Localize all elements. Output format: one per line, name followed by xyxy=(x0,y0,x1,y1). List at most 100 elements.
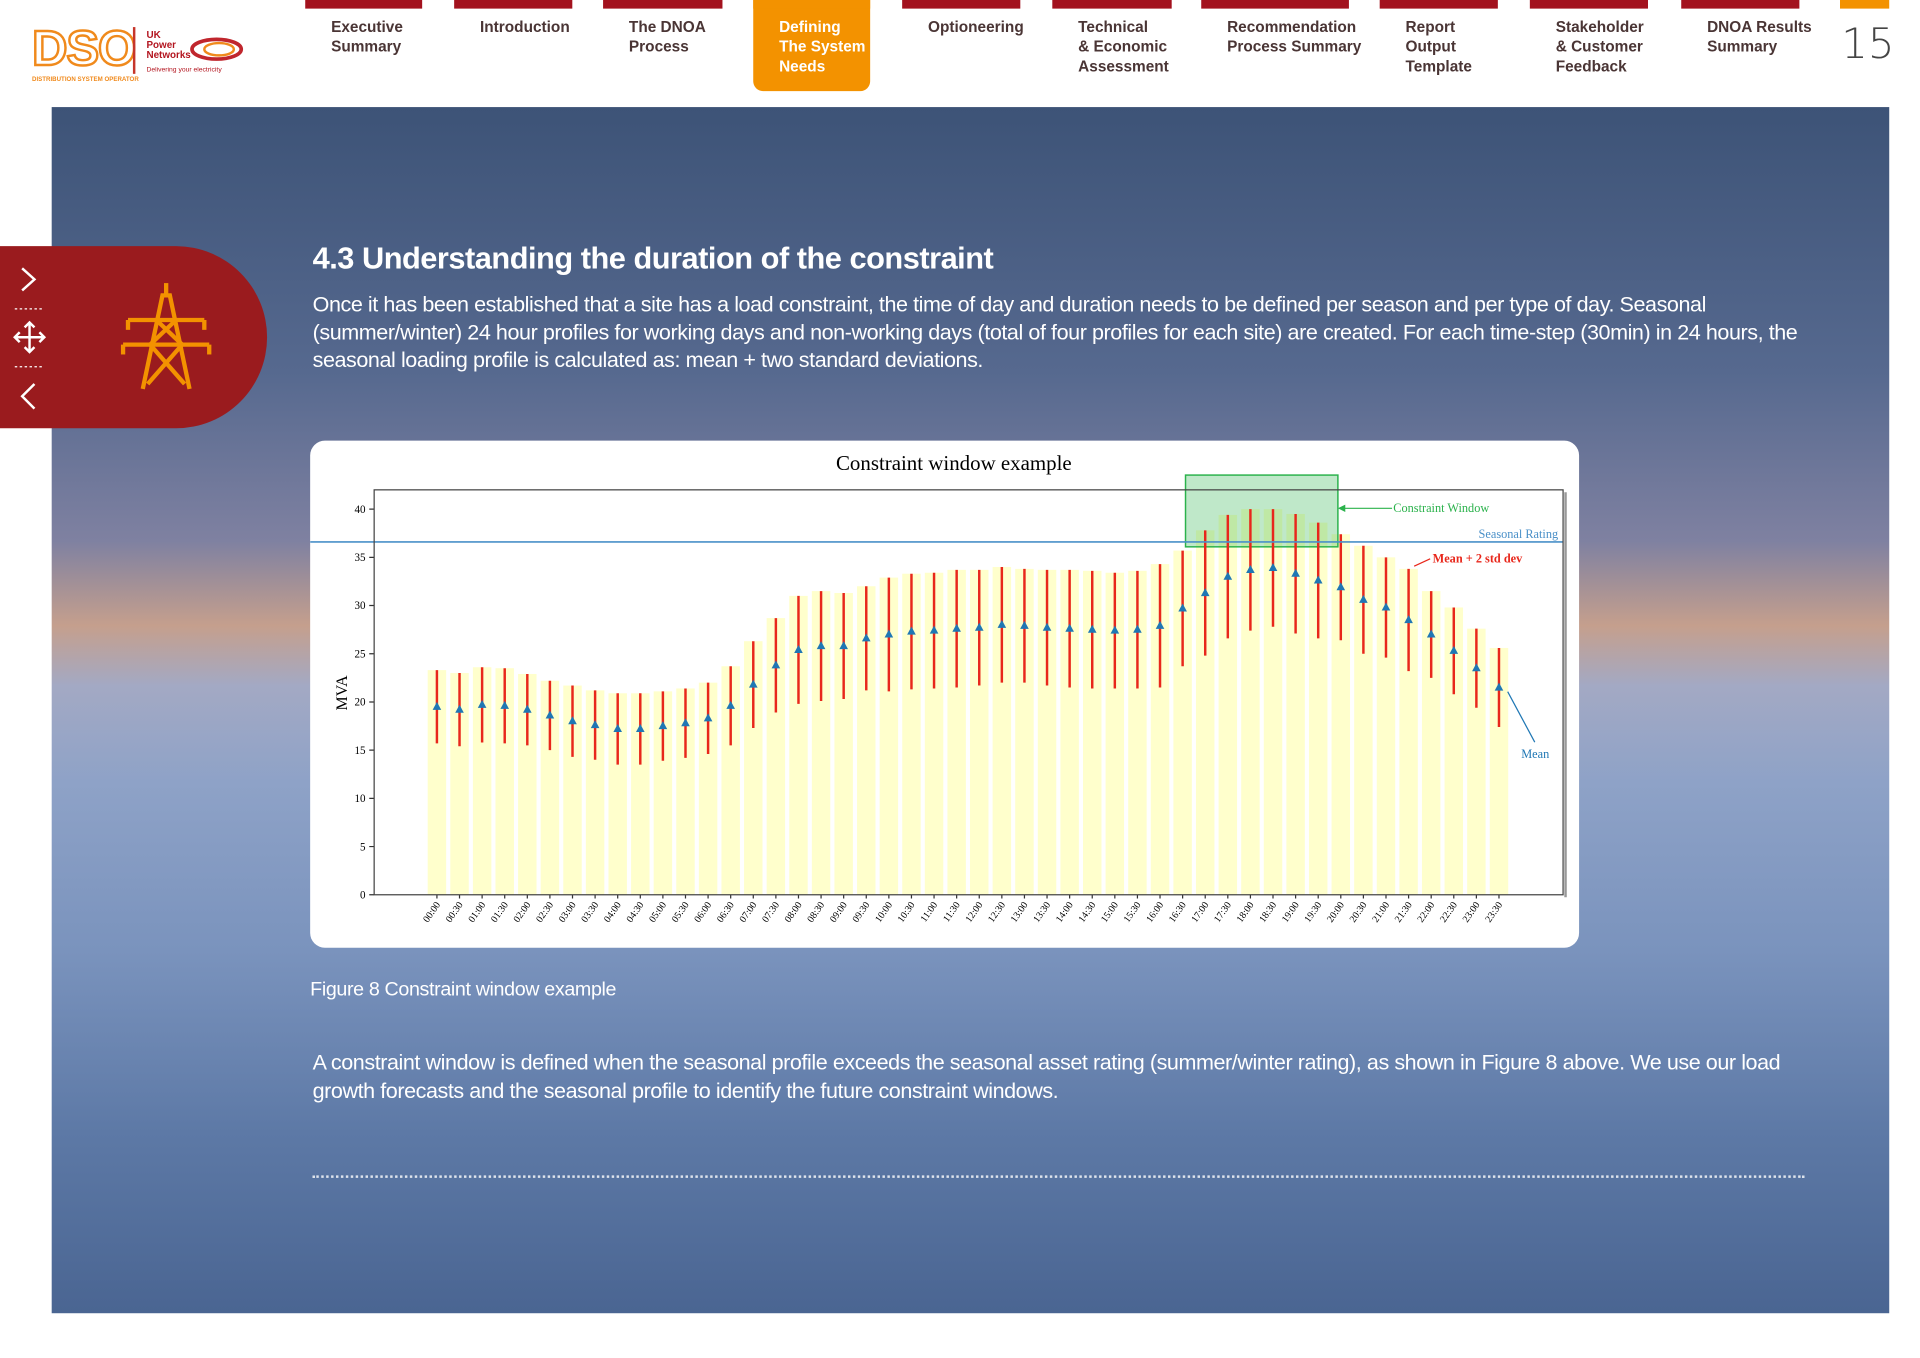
x-tick-label: 07:30 xyxy=(760,900,782,925)
x-tick-label: 06:30 xyxy=(715,900,737,925)
page-number: 15 xyxy=(1841,19,1895,69)
x-tick-label: 16:00 xyxy=(1144,900,1166,925)
x-tick-label: 08:30 xyxy=(805,900,827,925)
bar xyxy=(992,566,1012,895)
std-arrow xyxy=(1413,558,1431,567)
bar xyxy=(1467,628,1486,895)
x-tick-label: 22:30 xyxy=(1438,900,1460,925)
intro-text: Once it has been established that a site… xyxy=(312,291,1798,372)
x-tick-label: 19:00 xyxy=(1280,900,1302,925)
nav-label-line: Assessment xyxy=(1078,57,1169,76)
x-tick-label: 13:30 xyxy=(1031,900,1053,925)
bar xyxy=(1376,557,1396,895)
mean-marker xyxy=(952,623,961,632)
bar xyxy=(902,573,921,895)
nav-item[interactable]: Defining The System Needs xyxy=(753,0,871,92)
nav-label-line: Recommendation xyxy=(1227,18,1357,36)
mean-marker xyxy=(861,633,871,642)
nav-label-line: Technical xyxy=(1078,18,1148,36)
bar xyxy=(1195,530,1215,895)
move-icon[interactable] xyxy=(13,320,47,354)
prev-arrow[interactable] xyxy=(20,383,36,410)
nav-item[interactable]: DNOA Results Summary xyxy=(1681,0,1812,91)
chart: Constraint window example MVA 0 5 10 15 20 25 30… xyxy=(310,451,1567,925)
y-tick-label: 25 xyxy=(354,648,366,660)
nav-label-line: The DNOA xyxy=(628,18,706,36)
cw-arrowhead xyxy=(1337,504,1346,512)
x-tick-label: 14:30 xyxy=(1077,900,1099,925)
x-tick-label: 04:30 xyxy=(625,900,647,925)
mean-marker xyxy=(1246,564,1255,573)
nav-item[interactable]: Executive Summary xyxy=(305,0,423,91)
next-arrow[interactable] xyxy=(21,267,37,292)
tagline: Delivering your electricity xyxy=(146,66,222,74)
mean-marker xyxy=(1381,602,1391,611)
x-tick-label: 11:30 xyxy=(941,900,963,924)
nav-item[interactable]: Optioneering xyxy=(902,0,1024,91)
mean-marker xyxy=(884,629,894,638)
x-tick-label: 14:00 xyxy=(1054,900,1076,925)
nav-bar xyxy=(1379,0,1498,9)
nav-bar xyxy=(454,0,573,9)
x-tick-label: 13:00 xyxy=(1009,900,1031,925)
x-tick-label: 21:30 xyxy=(1393,900,1415,925)
heading: 4.3 Understanding the duration of the co… xyxy=(312,241,994,276)
mean-marker xyxy=(1133,624,1142,633)
y-tick-label: 20 xyxy=(354,697,366,709)
mean-marker xyxy=(1065,623,1074,632)
x-tick-label: 15:00 xyxy=(1099,900,1121,925)
mean-marker xyxy=(771,660,781,669)
nav-item[interactable]: Introduction xyxy=(454,0,573,91)
x-tick-label: 02:00 xyxy=(512,900,534,925)
brand: UK Power Networks xyxy=(146,29,190,61)
bar xyxy=(1150,564,1170,895)
y-tick-label: 5 xyxy=(360,841,366,853)
nav-label-line: & Economic xyxy=(1078,38,1168,56)
bar xyxy=(540,680,560,895)
mean-marker xyxy=(1494,682,1504,691)
nav-label-line: Report xyxy=(1405,18,1456,36)
nav-label-line: Stakeholder xyxy=(1555,18,1644,36)
nav-label-line: Defining xyxy=(779,18,841,36)
bar xyxy=(472,667,492,895)
bar xyxy=(450,673,469,895)
mean-marker xyxy=(1223,571,1233,580)
nav-label: DNOA Results Summary xyxy=(1707,17,1812,56)
nav-item[interactable]: The DNOA Process xyxy=(603,0,723,91)
bar xyxy=(721,666,740,895)
mean-marker xyxy=(432,701,442,710)
bar xyxy=(608,693,627,895)
bar xyxy=(834,593,853,895)
mean-marker xyxy=(545,710,555,719)
nav-item[interactable]: Stakeholder & Customer Feedback xyxy=(1529,0,1648,91)
brand-line: UK xyxy=(146,29,161,41)
side-tab xyxy=(0,246,268,429)
nav-bar xyxy=(1052,0,1172,9)
mean-marker xyxy=(1200,588,1210,597)
brand-line: Power xyxy=(146,39,177,51)
x-tick-label: 11:00 xyxy=(919,900,941,924)
nav-item[interactable]: Technical & Economic Assessment xyxy=(1052,0,1172,91)
mean-marker xyxy=(1178,603,1187,612)
bar xyxy=(676,688,695,895)
x-tick-label: 20:30 xyxy=(1348,900,1370,925)
bar xyxy=(653,691,673,895)
logo: DSO DISTRIBUTION SYSTEM OPERATOR UK Power… xyxy=(31,21,247,89)
x-tick-label: 09:00 xyxy=(828,900,850,925)
bar xyxy=(427,670,447,895)
x-tick-label: 10:00 xyxy=(873,900,895,925)
nav-bar xyxy=(1201,0,1349,9)
x-tick-label: 05:00 xyxy=(647,900,669,925)
nav-item[interactable]: Recommendation Process Summary xyxy=(1201,0,1361,91)
mean-marker xyxy=(748,679,758,688)
nav-label: Optioneering xyxy=(928,17,1024,37)
mean-marker xyxy=(929,625,939,634)
nav-label-line: Optioneering xyxy=(927,18,1024,36)
nav-item[interactable]: Report Output Template xyxy=(1379,0,1498,91)
nav-bar xyxy=(1681,0,1800,9)
x-tick-label: 18:30 xyxy=(1257,900,1279,925)
mean-marker xyxy=(523,704,532,713)
mean-marker xyxy=(726,700,735,709)
x-tick-label: 03:30 xyxy=(579,900,601,925)
